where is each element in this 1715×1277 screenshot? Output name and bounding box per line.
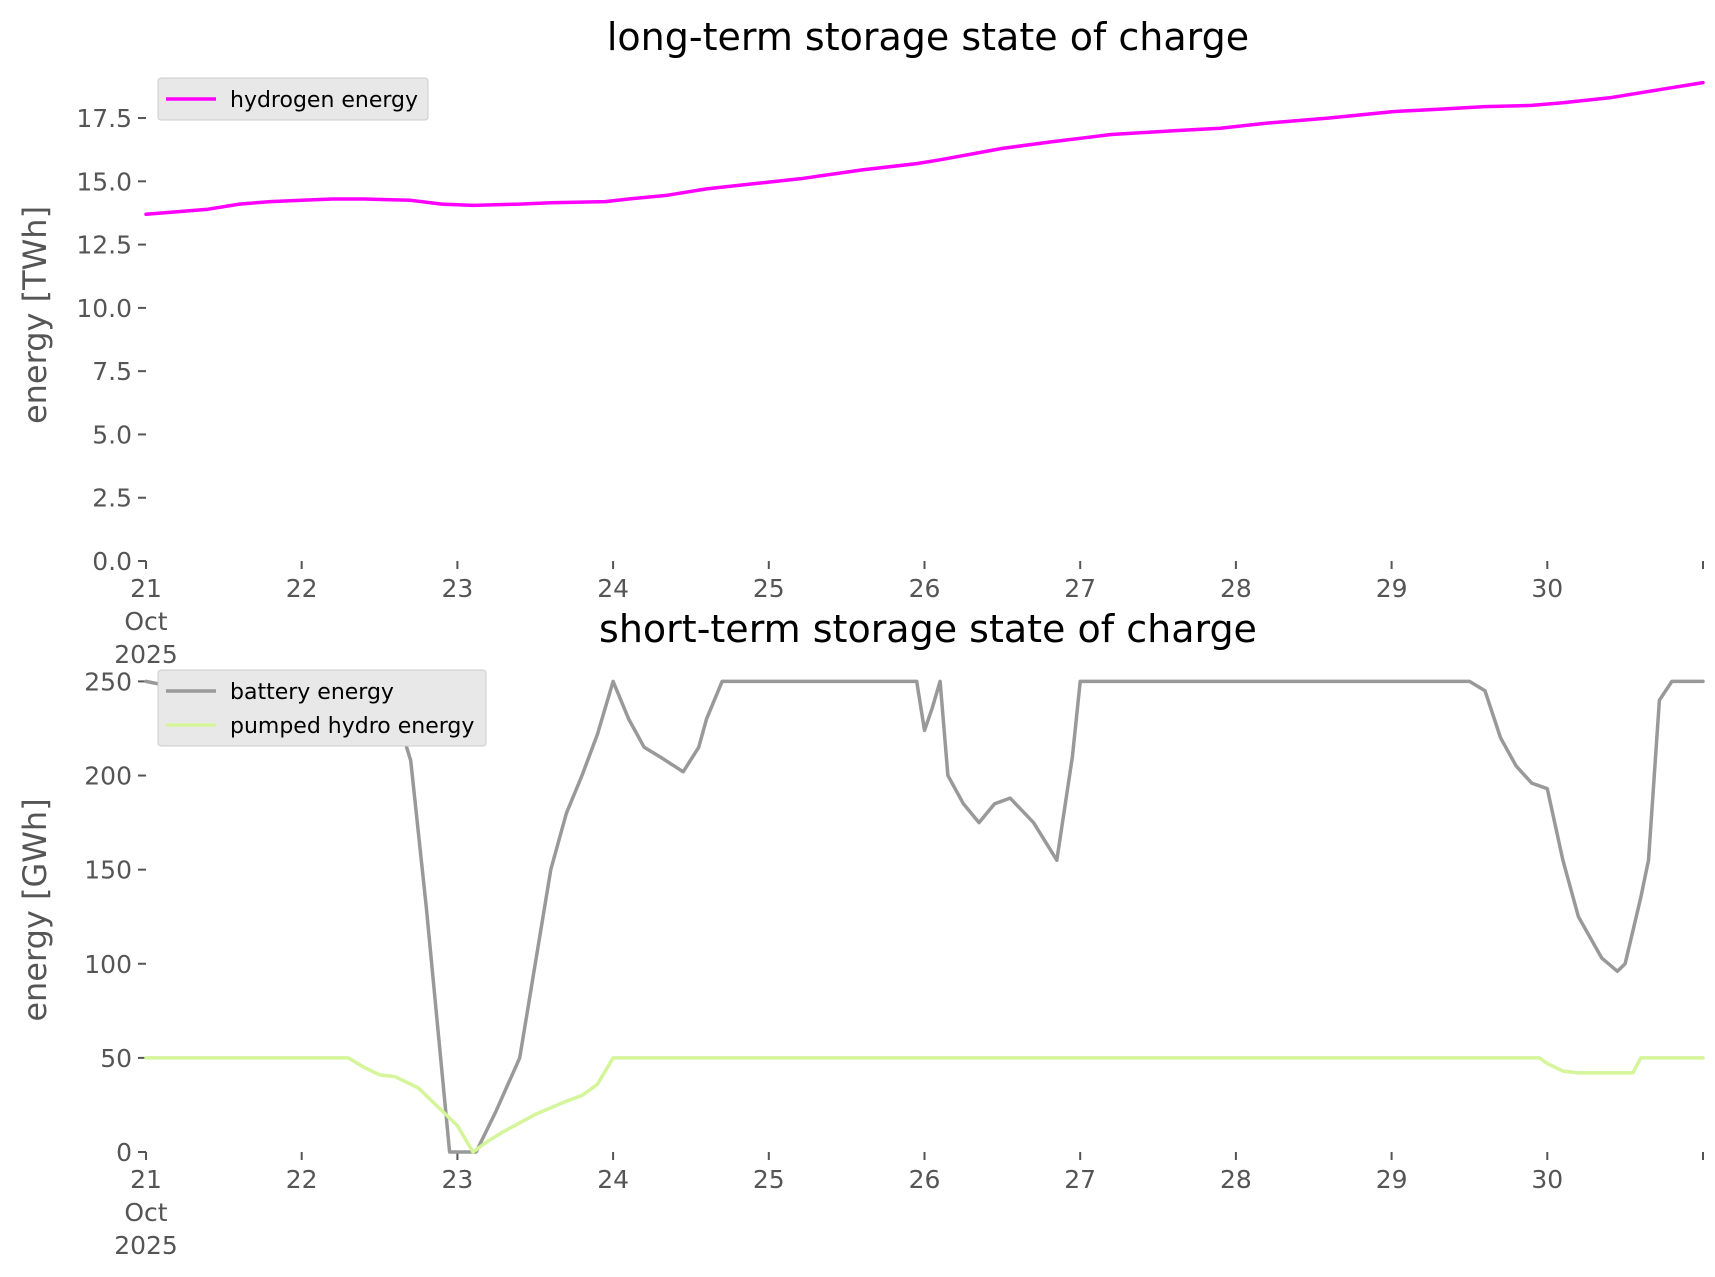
y-tick-label: 5.0 xyxy=(92,420,132,449)
y-tick-label: 250 xyxy=(84,667,132,696)
x-tick-label-line: 28 xyxy=(1220,1165,1252,1194)
x-tick-label: 29 xyxy=(1376,1165,1408,1194)
short-term-ylabel: energy [GWh] xyxy=(16,798,54,1021)
x-tick-label: 22 xyxy=(286,1165,318,1194)
x-tick-label-line: 23 xyxy=(441,1165,473,1194)
x-tick-label-line: 25 xyxy=(753,574,785,603)
x-tick-label-line: 26 xyxy=(909,1165,941,1194)
legend-label-battery: battery energy xyxy=(230,680,394,705)
x-tick-label-line: 25 xyxy=(753,1165,785,1194)
short-term-series-lines xyxy=(144,679,1705,1154)
x-tick-label: 28 xyxy=(1220,1165,1252,1194)
x-tick-label-line: 21 xyxy=(130,574,162,603)
x-tick-label: 24 xyxy=(597,574,629,603)
x-tick-label-line: 21 xyxy=(130,1165,162,1194)
x-tick-label: 22 xyxy=(286,574,318,603)
x-tick-label: 23 xyxy=(441,574,473,603)
x-tick-label-line: 22 xyxy=(286,574,318,603)
y-tick-label: 150 xyxy=(84,856,132,885)
x-tick-label-line: 24 xyxy=(597,574,629,603)
x-tick-label: 25 xyxy=(753,574,785,603)
y-tick-label: 17.5 xyxy=(76,104,132,133)
x-tick-label-line: 28 xyxy=(1220,574,1252,603)
x-tick-label: 28 xyxy=(1220,574,1252,603)
series-line-0 xyxy=(144,80,1705,216)
long-term-storage-panel: long-term storage state of charge energy… xyxy=(16,15,1705,669)
x-tick-label-line: 2025 xyxy=(114,640,178,669)
x-tick-label: 26 xyxy=(909,574,941,603)
x-tick-label: 26 xyxy=(909,1165,941,1194)
x-tick-label-line: 29 xyxy=(1376,1165,1408,1194)
y-tick-label: 200 xyxy=(84,762,132,791)
x-tick-label-line: 24 xyxy=(597,1165,629,1194)
long-term-title: long-term storage state of charge xyxy=(607,15,1249,59)
x-tick-label: 25 xyxy=(753,1165,785,1194)
legend-box xyxy=(157,77,429,121)
x-tick-label-line: 27 xyxy=(1064,574,1096,603)
legend-box xyxy=(157,669,487,747)
long-term-legend: hydrogen energy xyxy=(157,77,429,121)
y-tick-label: 12.5 xyxy=(76,231,132,260)
x-tick-label-line: 2025 xyxy=(114,1231,178,1260)
x-tick-label-line: 29 xyxy=(1376,574,1408,603)
long-term-axis-ticks: 0.0 2.5 5.0 7.5 10.0 12.5 15.0 17.5 21 Oct 2025 22 2… xyxy=(76,104,1704,669)
legend-label-pumped-hydro: pumped hydro energy xyxy=(230,714,474,739)
x-tick-label: 27 xyxy=(1064,574,1096,603)
x-tick-label-line: 26 xyxy=(909,574,941,603)
short-term-title: short-term storage state of charge xyxy=(599,607,1257,651)
x-tick-label: 29 xyxy=(1376,574,1408,603)
y-tick-label: 0 xyxy=(116,1138,132,1167)
x-tick-label: 24 xyxy=(597,1165,629,1194)
short-term-storage-panel: short-term storage state of charge energ… xyxy=(16,607,1705,1260)
x-tick-label: 21 Oct 2025 xyxy=(114,574,178,669)
x-tick-label-line: 22 xyxy=(286,1165,318,1194)
x-tick-label: 21 Oct 2025 xyxy=(114,1165,178,1260)
y-tick-label: 7.5 xyxy=(92,357,132,386)
x-tick-label-line: 23 xyxy=(441,574,473,603)
x-tick-label: 30 xyxy=(1531,574,1563,603)
x-tick-label-line: 27 xyxy=(1064,1165,1096,1194)
short-term-axis-ticks: 0 50 100 150 200 250 21 Oct 2025 22 23 24 25 26 27 28 29… xyxy=(84,667,1704,1260)
y-tick-label: 100 xyxy=(84,950,132,979)
x-tick-label-line: Oct xyxy=(124,607,167,636)
series-line-0 xyxy=(144,679,1705,1154)
y-tick-label: 2.5 xyxy=(92,484,132,513)
x-tick-label-line: 30 xyxy=(1531,574,1563,603)
long-term-ylabel: energy [TWh] xyxy=(16,206,54,424)
x-tick-label: 30 xyxy=(1531,1165,1563,1194)
short-term-legend: battery energy pumped hydro energy xyxy=(157,669,487,747)
y-tick-label: 0.0 xyxy=(92,547,132,576)
x-tick-label-line: Oct xyxy=(124,1198,167,1227)
x-tick-label: 23 xyxy=(441,1165,473,1194)
y-tick-label: 10.0 xyxy=(76,294,132,323)
y-tick-label: 15.0 xyxy=(76,167,132,196)
legend-label-hydrogen: hydrogen energy xyxy=(230,88,418,113)
y-tick-label: 50 xyxy=(100,1044,132,1073)
series-line-1 xyxy=(144,1056,1705,1154)
x-tick-label-line: 30 xyxy=(1531,1165,1563,1194)
x-tick-label: 27 xyxy=(1064,1165,1096,1194)
long-term-series-lines xyxy=(144,80,1705,216)
